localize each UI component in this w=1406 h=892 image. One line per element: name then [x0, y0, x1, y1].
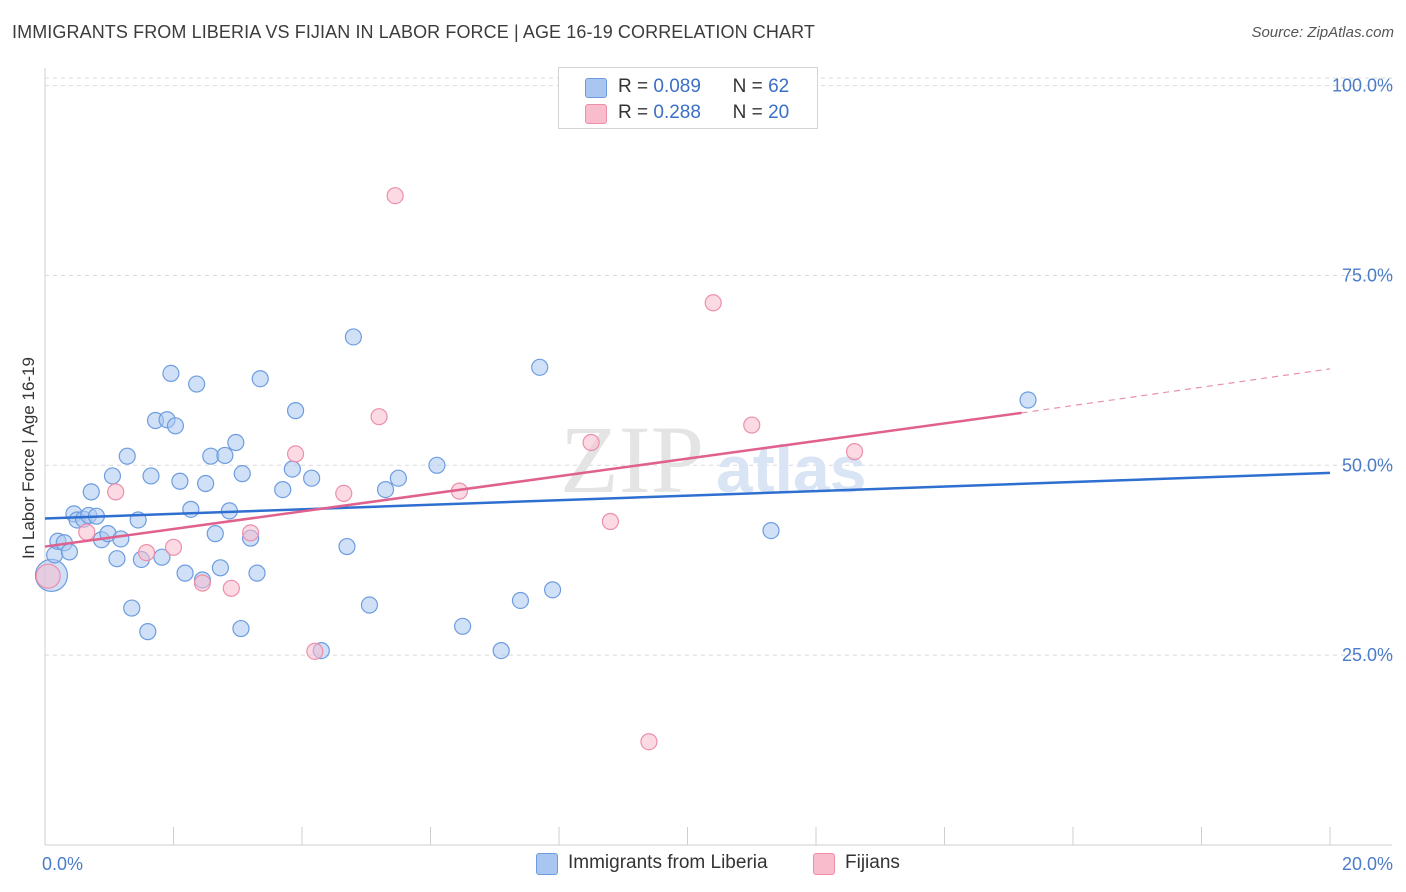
- liberia-point: [166, 417, 185, 435]
- liberia-point: [139, 623, 157, 641]
- fijians-point: [601, 512, 620, 531]
- liberia-legend-label: Immigrants from Liberia: [568, 852, 768, 873]
- liberia-point: [108, 550, 126, 568]
- liberia-swatch-icon: [585, 78, 607, 98]
- liberia-trendline: [44, 471, 1331, 520]
- fijians-point: [335, 484, 353, 502]
- fijians-trendline-extension: [1021, 368, 1331, 414]
- liberia-point: [338, 537, 356, 556]
- liberia-point: [762, 522, 780, 540]
- liberia-point: [232, 619, 250, 638]
- liberia-point: [123, 599, 141, 617]
- liberia-point: [182, 500, 200, 518]
- liberia-point: [82, 483, 100, 501]
- fijians-legend-label: Fijians: [845, 852, 900, 873]
- fijians-point: [640, 733, 658, 751]
- n-value: 62: [768, 76, 790, 97]
- fijians-point: [743, 416, 761, 434]
- n-value: 20: [768, 102, 790, 123]
- liberia-legend-swatch-icon: [536, 853, 558, 875]
- r-label: R =: [618, 76, 649, 97]
- y-axis-label: In Labor Force | Age 16-19: [19, 357, 38, 559]
- fijians-point: [222, 579, 240, 597]
- stats-legend: R = 0.089 N = 62 R = 0.288 N = 20: [558, 67, 818, 129]
- fijians-point: [704, 294, 722, 312]
- liberia-point: [103, 467, 122, 485]
- liberia-point: [197, 474, 215, 493]
- liberia-point: [216, 446, 234, 465]
- liberia-point: [176, 564, 194, 582]
- liberia-point: [543, 581, 562, 599]
- x-tick-label: 0.0%: [42, 854, 83, 874]
- r-value: 0.288: [653, 102, 701, 123]
- r-label: R =: [618, 102, 649, 123]
- liberia-point: [389, 469, 407, 487]
- fijians-swatch-icon: [585, 104, 607, 124]
- liberia-point: [211, 559, 230, 577]
- liberia-point: [344, 328, 362, 346]
- liberia-point: [227, 433, 245, 452]
- liberia-point: [251, 370, 269, 388]
- fijians-legend-swatch-icon: [813, 853, 835, 875]
- liberia-point: [376, 480, 395, 499]
- liberia-point: [303, 469, 321, 487]
- fijians-point: [78, 523, 96, 541]
- y-tick-label: 50.0%: [1342, 455, 1393, 475]
- fijians-point: [370, 408, 388, 426]
- y-tick-label: 25.0%: [1342, 645, 1393, 665]
- gridlines: [45, 77, 1392, 656]
- fijians-point: [107, 483, 125, 501]
- y-tick-labels: 100.0% 75.0% 50.0% 25.0%: [1332, 76, 1393, 666]
- liberia-point: [153, 548, 171, 566]
- y-tick-label: 100.0%: [1332, 76, 1393, 96]
- axes: [44, 68, 1392, 846]
- fijians-point: [193, 574, 212, 592]
- liberia-point: [142, 467, 160, 485]
- x-tick-labels: 0.0% 20.0%: [42, 854, 1393, 874]
- liberia-point: [274, 480, 292, 499]
- fijians-trendline: [44, 411, 1022, 548]
- liberia-point: [360, 596, 379, 614]
- n-label: N =: [732, 76, 763, 97]
- x-tick-label: 20.0%: [1342, 854, 1393, 874]
- liberia-point: [248, 564, 266, 582]
- liberia-point: [206, 525, 224, 543]
- trendlines: [44, 368, 1331, 548]
- series-fijians-points: [35, 187, 864, 751]
- y-tick-label: 75.0%: [1342, 265, 1393, 285]
- liberia-point: [286, 402, 305, 420]
- fijians-point: [582, 433, 600, 452]
- series-liberia-points: [34, 328, 1037, 660]
- n-label: N =: [732, 102, 763, 123]
- fijians-point: [306, 642, 324, 660]
- fijians-point: [164, 538, 183, 556]
- liberia-point: [531, 358, 549, 376]
- fijians-point: [386, 187, 404, 205]
- liberia-point: [233, 465, 251, 483]
- liberia-point: [118, 447, 136, 465]
- liberia-point: [60, 543, 79, 561]
- liberia-point: [162, 364, 180, 383]
- liberia-point: [1019, 391, 1037, 409]
- source-credit: Source: ZipAtlas.com: [1251, 24, 1394, 41]
- liberia-point: [492, 641, 510, 660]
- liberia-point: [171, 472, 189, 490]
- fijians-point: [845, 443, 864, 461]
- liberia-point: [454, 617, 472, 635]
- fijians-point: [286, 445, 305, 463]
- r-value: 0.089: [653, 76, 701, 97]
- liberia-point: [283, 460, 301, 478]
- chart-title: IMMIGRANTS FROM LIBERIA VS FIJIAN IN LAB…: [12, 22, 815, 42]
- liberia-point: [428, 456, 446, 474]
- liberia-point: [112, 530, 130, 548]
- fijians-point: [137, 544, 156, 562]
- liberia-point: [188, 375, 206, 393]
- fijians-point: [35, 563, 61, 589]
- fijians-point: [242, 524, 260, 542]
- liberia-point: [511, 591, 530, 610]
